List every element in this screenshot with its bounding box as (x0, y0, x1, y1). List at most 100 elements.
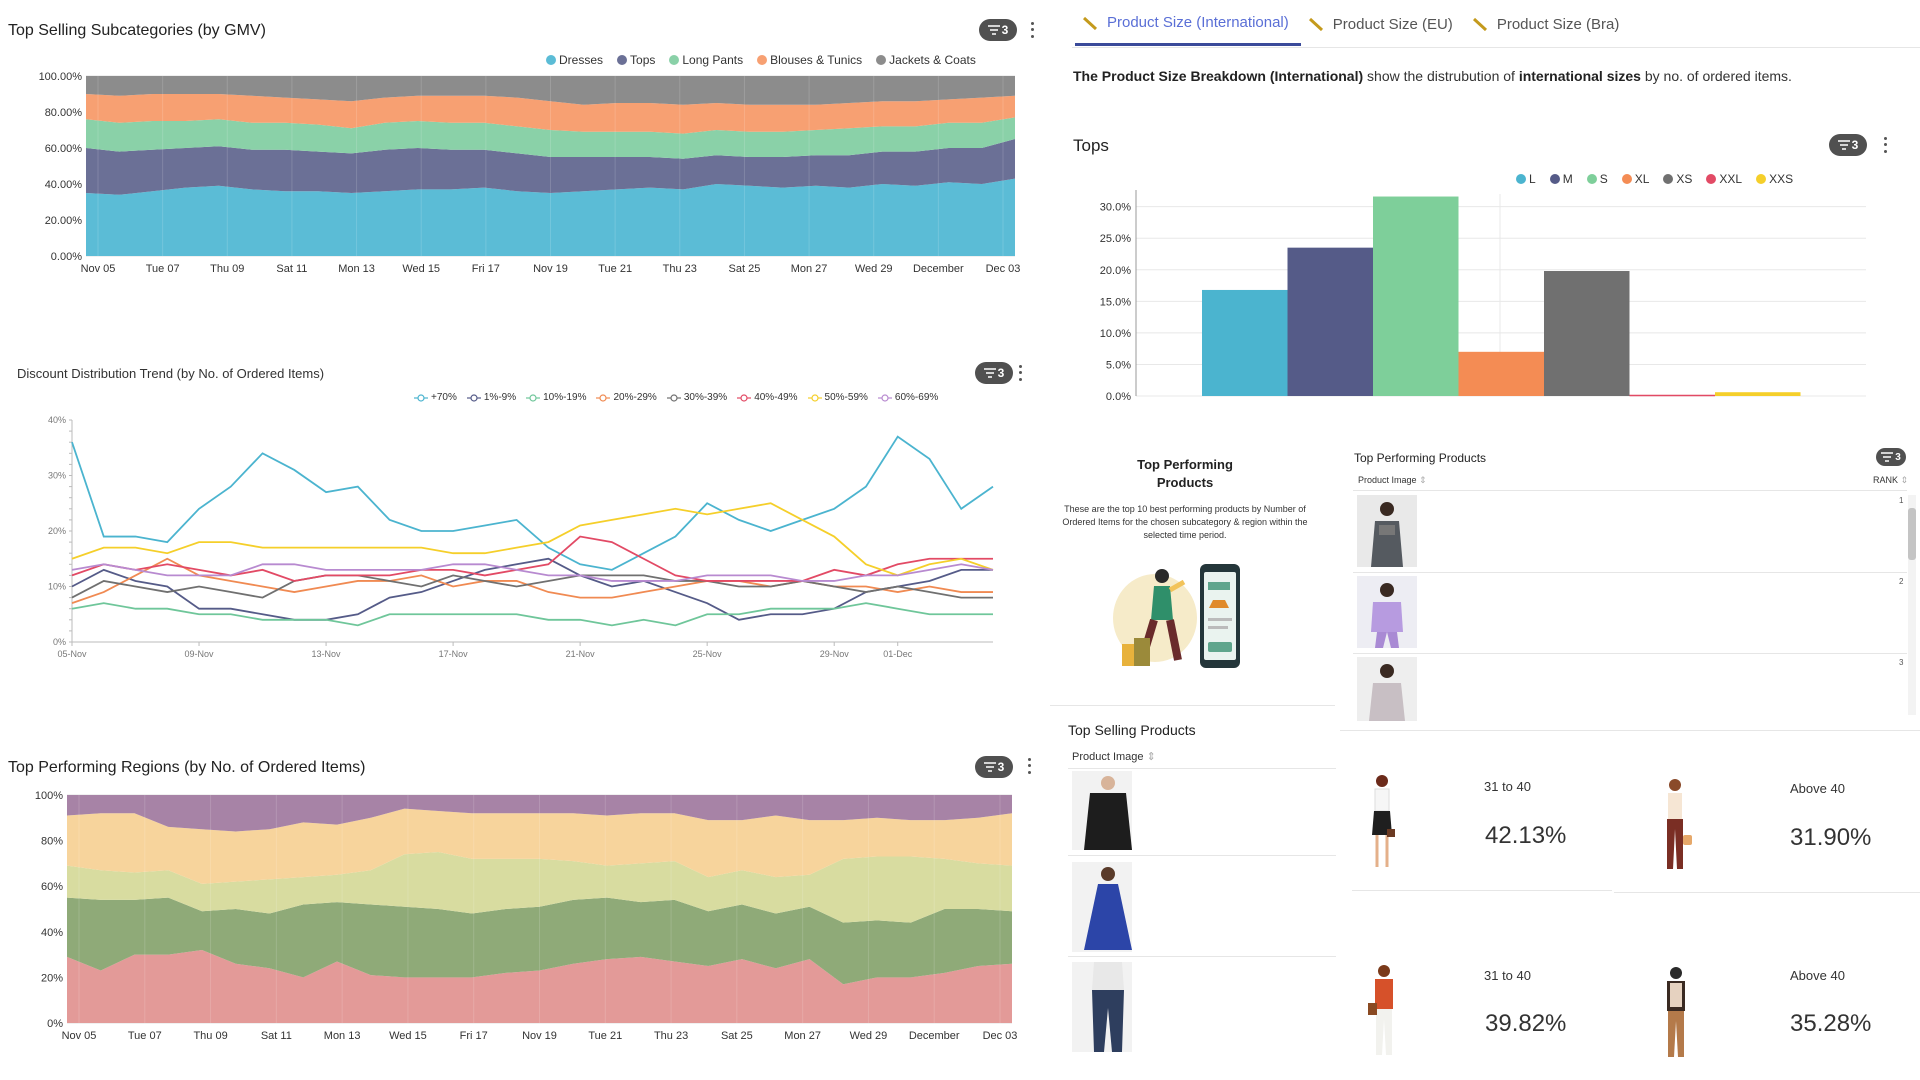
legend-item[interactable]: XXL (1706, 172, 1742, 186)
product-jeans-icon (1092, 962, 1124, 1052)
regions-area-chart: 0% 20% 40% 60% 80% 100% Nov 05 Tue 07 Thu 09 Sat … (35, 790, 1018, 1042)
legend-item[interactable]: XXS (1756, 172, 1793, 186)
legend-swatch (1549, 174, 1560, 184)
tab-size-international[interactable]: Product Size (International) (1075, 6, 1301, 46)
subcategories-filter-badge[interactable]: 3 (979, 19, 1017, 41)
line-series-30-39- (71, 574, 993, 599)
x-tick-label: Thu 09 (210, 263, 244, 275)
area-series (67, 808, 1012, 884)
legend-item[interactable]: 10%-19% (526, 392, 586, 403)
legend-label: 50%-59% (824, 392, 868, 403)
bar-xxl (1629, 394, 1715, 397)
y-tick-label: 0.0% (1106, 391, 1131, 403)
line-series-50-59- (71, 502, 994, 577)
tab-size-eu[interactable]: Product Size (EU) (1301, 6, 1465, 46)
legend-item[interactable]: 1%-9% (466, 392, 516, 403)
top-performing-filter-badge[interactable]: 3 (1876, 448, 1906, 466)
area-series (67, 795, 1012, 832)
x-tick-label: 13-Nov (312, 649, 342, 659)
legend-item[interactable]: 40%-49% (737, 392, 798, 403)
kpi-value: 39.82% (1485, 1010, 1567, 1037)
legend-item[interactable]: L (1516, 172, 1536, 186)
regions-more-icon[interactable] (1024, 756, 1034, 776)
legend-label: 10%-19% (543, 392, 587, 403)
legend-swatch (617, 55, 628, 65)
legend-swatch (1663, 174, 1674, 184)
x-tick-label: 21-Nov (566, 649, 596, 659)
area-series-long-pants (86, 117, 1015, 159)
regions-filter-badge[interactable]: 3 (975, 756, 1013, 778)
legend-item[interactable]: Tops (617, 53, 655, 67)
discount-more-icon[interactable] (1015, 363, 1025, 383)
legend-item[interactable]: Long Pants (669, 53, 743, 67)
legend-swatch (1621, 174, 1632, 184)
product-model-icon (1371, 502, 1403, 567)
product-thumbnail[interactable] (1072, 771, 1132, 850)
legend-item[interactable]: Jackets & Coats (876, 53, 976, 67)
area-series-tops (86, 139, 1015, 195)
legend-item[interactable]: M (1549, 172, 1573, 186)
filter-count: 3 (1851, 138, 1859, 152)
legend-label: L (1529, 172, 1536, 186)
table-scrollbar-thumb[interactable] (1908, 508, 1916, 560)
x-tick-label: Tue 21 (598, 263, 632, 275)
subcategories-more-icon[interactable] (1027, 20, 1037, 40)
rank-value: 1 (1899, 496, 1904, 505)
filter-icon (1881, 452, 1894, 462)
x-tick-label: Sat 11 (261, 1030, 292, 1042)
size-legend: L M S XL XS XXL XXS (1516, 172, 1793, 186)
legend-item[interactable]: S (1586, 172, 1608, 186)
product-thumbnail[interactable] (1357, 576, 1417, 648)
product-thumbnail[interactable] (1357, 495, 1417, 567)
legend-swatch (1706, 174, 1717, 184)
product-thumbnail[interactable] (1357, 657, 1417, 721)
legend-swatch (737, 393, 752, 402)
subcategories-title: Top Selling Subcategories (by GMV) (8, 22, 266, 39)
product-thumbnail[interactable] (1072, 862, 1132, 952)
legend-label: Blouses & Tunics (770, 53, 863, 67)
legend-label: XXL (1719, 172, 1743, 186)
legend-label: Dresses (559, 53, 604, 67)
legend-label: Jackets & Coats (889, 53, 976, 67)
legend-item[interactable]: Dresses (546, 53, 603, 67)
size-more-icon[interactable] (1880, 135, 1890, 155)
legend-item[interactable]: +70% (414, 392, 457, 403)
y-tick-label: 20% (41, 972, 63, 984)
legend-item[interactable]: 20%-29% (596, 392, 657, 403)
legend-item[interactable]: 30%-39% (666, 392, 727, 403)
legend-item[interactable]: Blouses & Tunics (757, 53, 862, 67)
top-performing-info-desc: These are the top 10 best performing pro… (1062, 504, 1308, 540)
legend-label: Tops (630, 53, 656, 67)
legend-label: 60%-69% (894, 392, 939, 403)
table-scrollbar[interactable] (1908, 495, 1916, 715)
x-tick-label: Thu 23 (663, 263, 697, 275)
size-filter-badge[interactable]: 3 (1829, 134, 1867, 156)
line-series-1-9- (71, 557, 993, 621)
line-series-20-29- (71, 557, 993, 604)
legend-swatch (877, 393, 892, 402)
product-thumbnail[interactable] (1072, 962, 1132, 1052)
col-product-image[interactable]: Product Image ⇕ (1358, 475, 1427, 485)
legend-item[interactable]: 50%-59% (807, 392, 868, 403)
x-tick-label: 01-Dec (883, 649, 913, 659)
y-tick-label: 20% (48, 526, 66, 536)
legend-item[interactable]: 60%-69% (877, 392, 939, 403)
tab-size-bra[interactable]: Product Size (Bra) (1465, 6, 1632, 46)
kpi-age-label: 31 to 40 (1484, 779, 1531, 794)
bar-m (1287, 247, 1373, 396)
discount-filter-badge[interactable]: 3 (975, 362, 1013, 384)
filter-icon (983, 762, 996, 772)
legend-swatch (596, 393, 611, 402)
y-tick-label: 10% (48, 582, 66, 592)
legend-item[interactable]: XL (1621, 172, 1649, 186)
col-rank[interactable]: RANK ⇕ (1873, 475, 1909, 485)
y-tick-label: 40% (41, 927, 63, 939)
legend-item[interactable]: XS (1663, 172, 1692, 186)
x-tick-label: Nov 05 (81, 263, 116, 275)
legend-label: +70% (431, 392, 457, 403)
col-product-image[interactable]: Product Image ⇕ (1072, 751, 1156, 763)
ruler-icon (1472, 17, 1487, 31)
x-tick-label: Wed 29 (855, 263, 893, 275)
rank-value: 2 (1899, 577, 1904, 586)
legend-swatch (1586, 174, 1597, 184)
